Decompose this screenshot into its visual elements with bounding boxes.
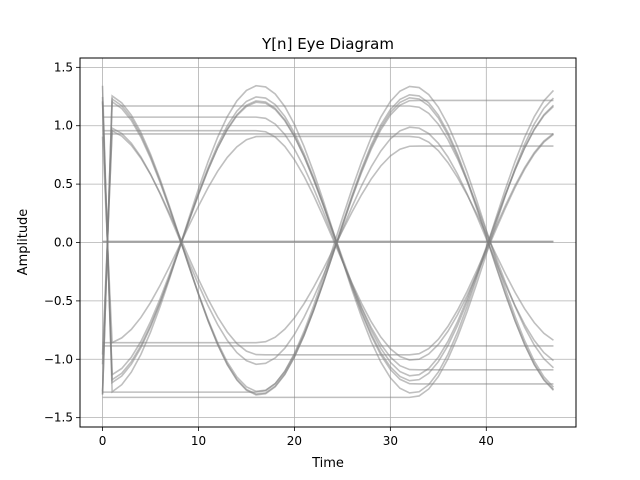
y-tick-label: −0.5: [44, 294, 73, 308]
x-tick-label: 20: [287, 434, 302, 448]
eye-trace: [102, 129, 554, 361]
y-tick-label: 0.5: [54, 177, 73, 191]
eye-trace: [101, 96, 554, 385]
x-tick-label: 30: [383, 434, 398, 448]
x-axis-label: Time: [311, 456, 344, 471]
eye-trace: [102, 116, 554, 371]
y-tick-label: 1.5: [54, 60, 73, 74]
traces: [101, 84, 555, 399]
eye-trace: [101, 135, 554, 344]
y-tick-label: −1.5: [44, 411, 73, 425]
axis-ticks: 0 10 20 30 40 −1.5 −1.0 −0.5 0.0 0.5 1.0 1.5: [44, 60, 494, 448]
x-tick-label: 0: [99, 434, 107, 448]
x-tick-label: 40: [479, 434, 494, 448]
eye-trace: [102, 145, 554, 344]
eye-trace: [101, 99, 554, 393]
eye-trace: [102, 97, 555, 399]
y-tick-label: 0.0: [54, 236, 73, 250]
eye-trace: [102, 105, 554, 369]
eye-trace: [102, 85, 555, 393]
y-tick-label: −1.0: [44, 352, 73, 366]
chart-title: Y[n] Eye Diagram: [261, 35, 394, 53]
y-axis-label: Amplitude: [16, 209, 31, 276]
y-tick-label: 1.0: [54, 119, 73, 133]
x-tick-label: 10: [191, 434, 206, 448]
